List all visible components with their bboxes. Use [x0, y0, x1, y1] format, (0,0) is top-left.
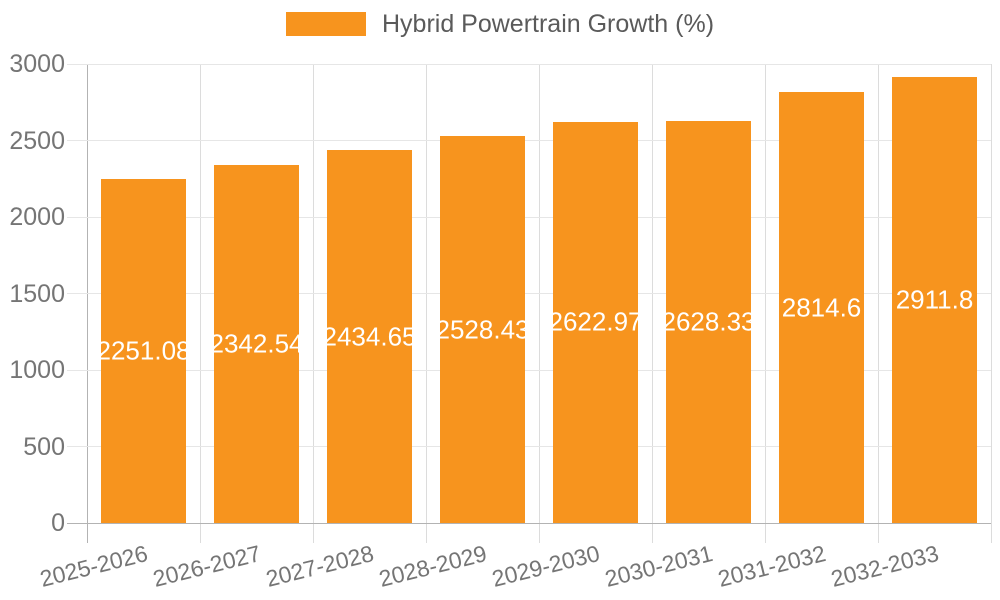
legend-item[interactable]: Hybrid Powertrain Growth (%) — [0, 0, 1000, 48]
legend-label: Hybrid Powertrain Growth (%) — [381, 9, 715, 38]
y-axis-tick-label: 1500 — [9, 279, 65, 308]
bar[interactable]: 2814.6 — [779, 92, 864, 523]
category-gridline — [312, 64, 314, 543]
x-axis-tick-label: 2025-2026 — [36, 540, 150, 592]
y-axis-tick-label: 1000 — [9, 356, 65, 384]
bar-value-label: 2434.65 — [322, 321, 417, 352]
bar-value-label: 2342.54 — [209, 328, 304, 359]
category-gridline — [877, 64, 879, 543]
y-gridline — [67, 63, 991, 65]
y-gridline — [67, 446, 991, 447]
bar[interactable]: 2434.65 — [323, 150, 416, 523]
x-axis-tick-label: 2028-2029 — [375, 540, 489, 592]
category-gridline — [990, 64, 992, 543]
bar[interactable]: 2628.33 — [662, 120, 755, 523]
y-axis-tick-label: 2000 — [9, 203, 65, 231]
y-axis-tick-label: 0 — [51, 509, 65, 537]
x-axis-baseline — [67, 522, 991, 524]
x-axis-tick-label: 2031-2032 — [714, 540, 828, 592]
y-axis-tick-label: 2500 — [9, 126, 65, 155]
y-axis-tick-label: 3000 — [9, 50, 65, 78]
category-gridline — [538, 64, 540, 543]
category-gridline — [425, 64, 427, 543]
x-axis-tick-label: 2032-2033 — [827, 540, 941, 592]
category-gridline — [764, 64, 766, 543]
bar[interactable]: 2342.54 — [210, 164, 303, 523]
bar-value-label: 2911.8 — [895, 284, 974, 315]
bar-value-label: 2628.33 — [661, 306, 756, 337]
category-gridline — [651, 64, 653, 543]
y-gridline — [67, 369, 991, 371]
x-axis-tick-label: 2030-2031 — [601, 540, 715, 592]
y-gridline — [67, 140, 991, 141]
bar[interactable]: 2911.8 — [892, 77, 977, 523]
y-gridline — [67, 216, 991, 218]
bar-value-label: 2528.43 — [435, 314, 530, 345]
bar-value-label: 2622.97 — [548, 306, 643, 337]
bar[interactable]: 2528.43 — [436, 136, 529, 523]
bar[interactable]: 2251.08 — [97, 178, 190, 523]
x-axis-tick-label: 2027-2028 — [262, 540, 376, 592]
bar-value-label: 2814.6 — [781, 292, 862, 323]
bar-value-label: 2251.08 — [96, 335, 191, 366]
legend-swatch — [285, 12, 366, 36]
y-gridline — [67, 293, 991, 294]
x-axis-tick-label: 2029-2030 — [488, 540, 602, 592]
bar[interactable]: 2622.97 — [549, 121, 642, 523]
y-axis-line — [86, 64, 88, 543]
x-axis-tick-label: 2026-2027 — [149, 540, 263, 592]
category-gridline — [199, 64, 201, 543]
y-axis-tick-label: 500 — [23, 432, 65, 461]
